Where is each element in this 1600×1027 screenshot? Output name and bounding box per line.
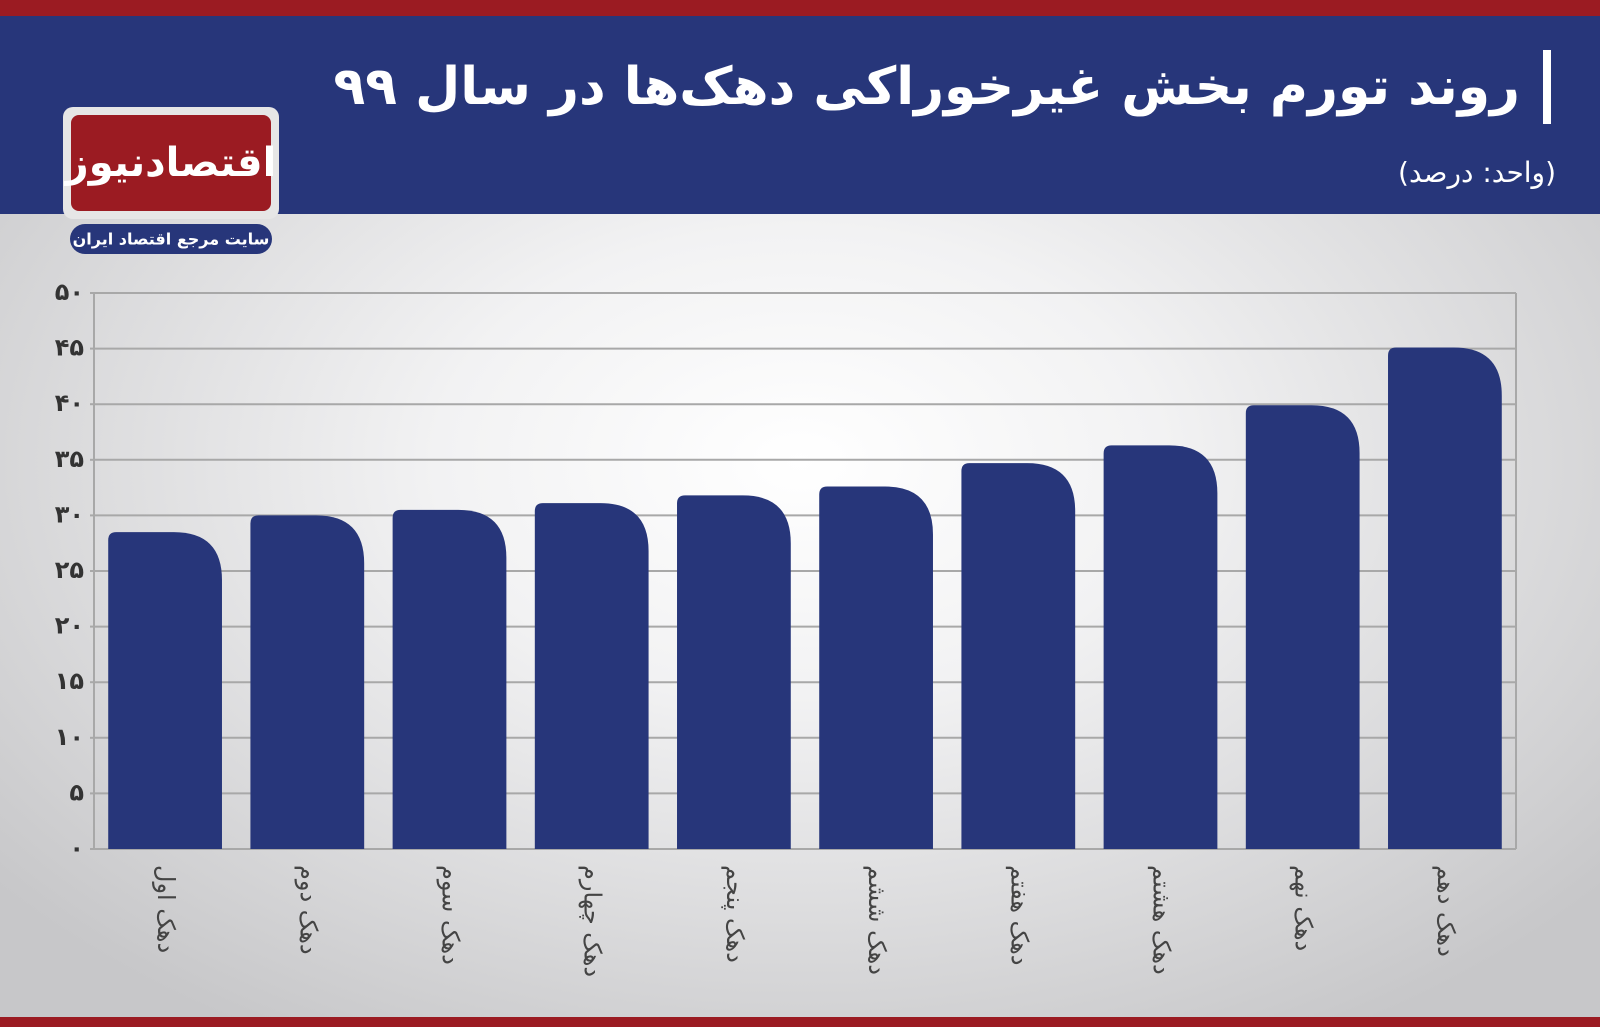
x-tick-label: دهک دهم: [1432, 865, 1460, 957]
bar: [677, 495, 791, 849]
y-tick-label: ۳۵: [55, 445, 84, 473]
logo-tagline: سایت مرجع اقتصاد ایران: [73, 230, 270, 249]
bar: [392, 509, 507, 849]
bar: [534, 503, 649, 849]
x-tick-label: دهک ششم: [863, 865, 891, 975]
y-tick-label: ۱۵: [55, 667, 84, 695]
y-tick-label: ۴۵: [55, 334, 84, 362]
x-tick-label: دهک اول: [152, 865, 180, 953]
chart-subtitle: (واحد: درصد): [1398, 156, 1556, 189]
y-tick-label: ۱۰: [55, 723, 84, 751]
x-tick-label: دهک چهارم: [579, 865, 607, 977]
bar: [1245, 405, 1360, 849]
x-tick-label: دهک هفتم: [1005, 865, 1033, 965]
bar: [108, 532, 222, 849]
x-tick-label: دهک سوم: [437, 865, 465, 965]
y-tick-label: ۲۵: [55, 556, 84, 584]
x-tick-label: دهک هشتم: [1148, 865, 1176, 975]
x-tick-label: دهک نهم: [1290, 865, 1318, 951]
bar: [1103, 445, 1218, 849]
y-tick-label: ۰: [69, 834, 84, 862]
x-tick-label: دهک پنجم: [721, 865, 749, 963]
logo-pill: [70, 224, 272, 254]
x-tick-label: دهک دوم: [294, 865, 322, 955]
chart-title: روند تورم بخش غیرخوراکی دهک‌ها در سال ۹۹: [334, 57, 1520, 117]
bar: [1388, 347, 1502, 849]
y-tick-label: ۲۰: [55, 612, 84, 640]
title-bar: [1543, 50, 1551, 124]
top-band: [0, 0, 1600, 16]
bottom-band: [0, 1017, 1600, 1027]
y-tick-label: ۳۰: [55, 500, 84, 528]
bar: [250, 515, 365, 849]
logo-name: اقتصادنیوز: [64, 140, 277, 186]
y-tick-label: ۵: [69, 778, 84, 806]
logo-box: [71, 115, 271, 211]
logo: اقتصادنیوز سایت مرجع اقتصاد ایران: [63, 107, 279, 254]
y-tick-label: ۵۰: [55, 278, 84, 306]
bar: [961, 463, 1076, 849]
bar: [819, 486, 933, 849]
y-tick-label: ۴۰: [55, 389, 84, 417]
